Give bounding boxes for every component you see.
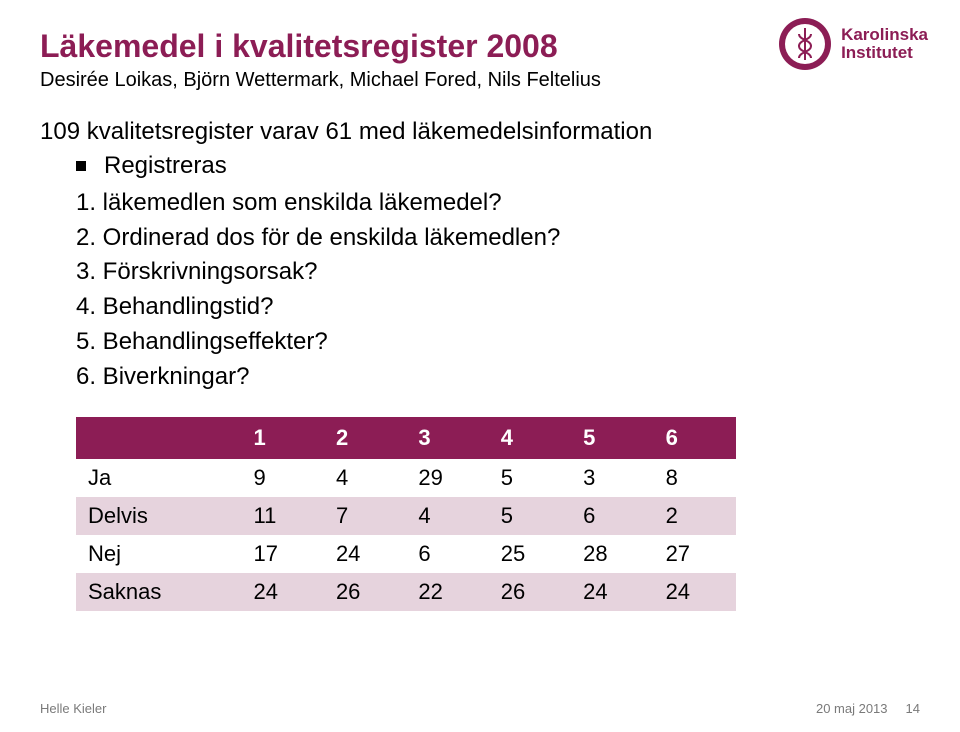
table-header: 5: [571, 417, 653, 459]
institution-logo: Karolinska Institutet: [777, 16, 928, 72]
table-header: 6: [654, 417, 736, 459]
list-item: 4. Behandlingstid?: [40, 290, 920, 325]
table-cell: 27: [654, 535, 736, 573]
table-cell: 17: [242, 535, 324, 573]
seal-icon: [777, 16, 833, 72]
row-label: Ja: [76, 459, 242, 497]
table-header: 1: [242, 417, 324, 459]
table-cell: 26: [489, 573, 571, 611]
table-cell: 6: [571, 497, 653, 535]
table-header: 4: [489, 417, 571, 459]
table-row: Saknas242622262424: [76, 573, 736, 611]
table-cell: 29: [406, 459, 488, 497]
table-cell: 6: [406, 535, 488, 573]
table-header-row: 1 2 3 4 5 6: [76, 417, 736, 459]
table-cell: 28: [571, 535, 653, 573]
table-header: 3: [406, 417, 488, 459]
footer-date: 20 maj 2013: [816, 701, 888, 716]
bullet-row: Registreras: [40, 152, 920, 180]
logo-text: Karolinska Institutet: [841, 26, 928, 62]
table-cell: 25: [489, 535, 571, 573]
table-cell: 5: [489, 459, 571, 497]
footer-author: Helle Kieler: [40, 701, 106, 716]
table-header: 2: [324, 417, 406, 459]
authors: Desirée Loikas, Björn Wettermark, Michae…: [40, 69, 920, 92]
row-label: Nej: [76, 535, 242, 573]
table-row: Ja9429538: [76, 459, 736, 497]
results-table: 1 2 3 4 5 6 Ja9429538Delvis1174562Nej172…: [76, 417, 736, 611]
table-cell: 4: [324, 459, 406, 497]
table-cell: 3: [571, 459, 653, 497]
list-item: 1. läkemedlen som enskilda läkemedel?: [40, 186, 920, 221]
row-label: Saknas: [76, 573, 242, 611]
question-list: 1. läkemedlen som enskilda läkemedel? 2.…: [40, 186, 920, 395]
list-item: 2. Ordinerad dos för de enskilda läkemed…: [40, 221, 920, 256]
table-cell: 2: [654, 497, 736, 535]
table-row: Nej17246252827: [76, 535, 736, 573]
footer-page: 14: [906, 701, 920, 716]
slide-footer: Helle Kieler 20 maj 2013 14: [40, 701, 920, 716]
table-header: [76, 417, 242, 459]
list-item: 6. Biverkningar?: [40, 360, 920, 395]
list-item: 5. Behandlingseffekter?: [40, 325, 920, 360]
table-cell: 11: [242, 497, 324, 535]
bullet-label: Registreras: [104, 152, 227, 180]
row-label: Delvis: [76, 497, 242, 535]
square-bullet-icon: [76, 161, 86, 171]
table-cell: 8: [654, 459, 736, 497]
table-cell: 24: [571, 573, 653, 611]
table-cell: 24: [324, 535, 406, 573]
list-item: 3. Förskrivningsorsak?: [40, 255, 920, 290]
table-cell: 9: [242, 459, 324, 497]
table-row: Delvis1174562: [76, 497, 736, 535]
table-cell: 24: [654, 573, 736, 611]
logo-line2: Institutet: [841, 44, 928, 62]
table-cell: 5: [489, 497, 571, 535]
lead-text: 109 kvalitetsregister varav 61 med läkem…: [40, 118, 920, 146]
table-cell: 4: [406, 497, 488, 535]
table-cell: 22: [406, 573, 488, 611]
table-cell: 24: [242, 573, 324, 611]
table-cell: 26: [324, 573, 406, 611]
table-cell: 7: [324, 497, 406, 535]
logo-line1: Karolinska: [841, 26, 928, 44]
